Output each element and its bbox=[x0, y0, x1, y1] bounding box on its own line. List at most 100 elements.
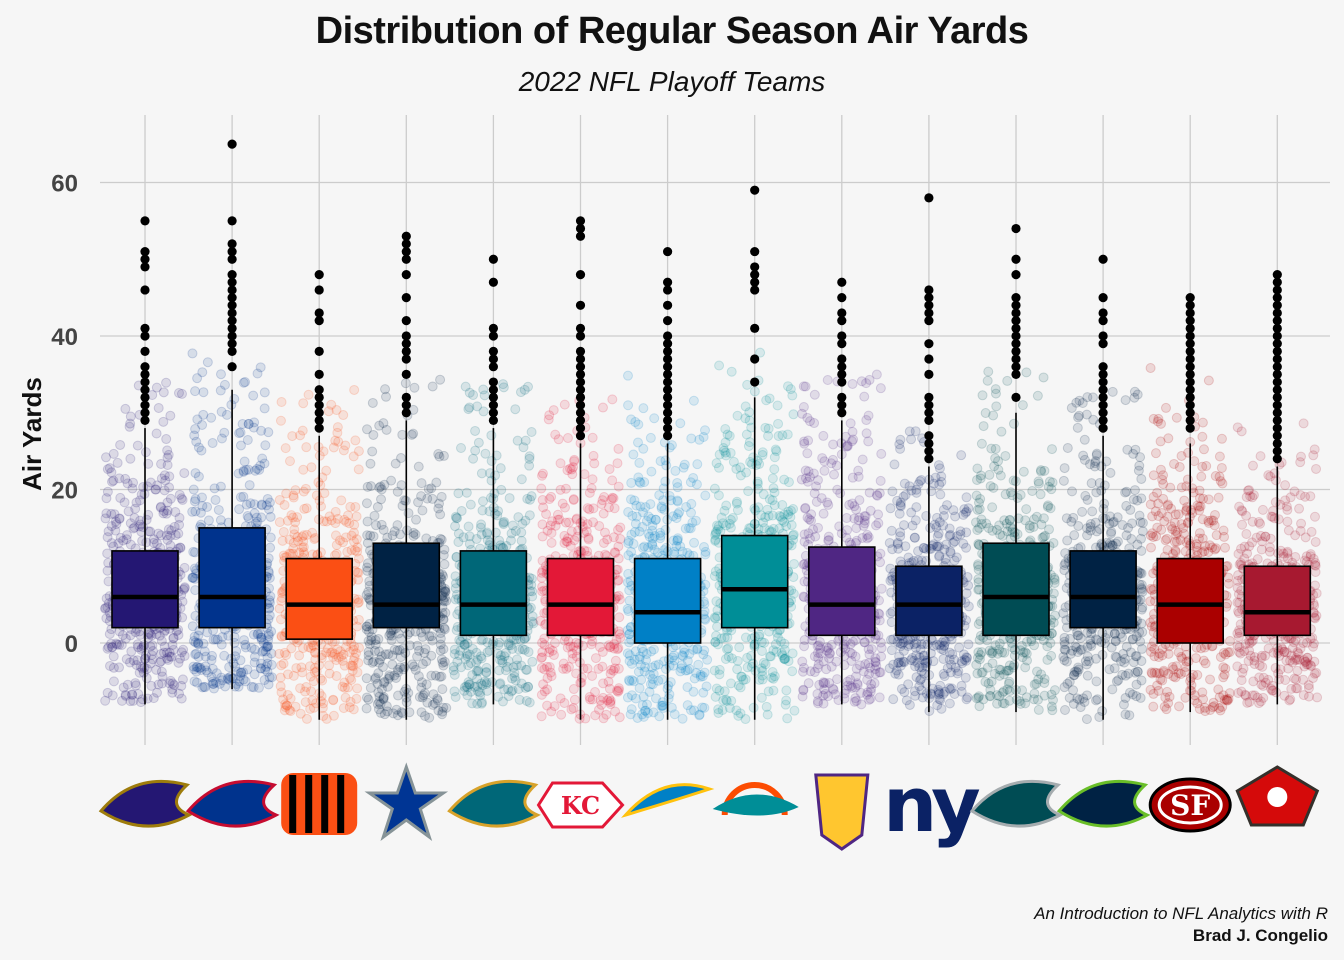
jitter-point bbox=[307, 640, 318, 651]
jitter-point bbox=[456, 505, 467, 516]
jitter-point bbox=[874, 609, 885, 620]
jitter-point bbox=[1035, 489, 1046, 500]
jitter-point bbox=[400, 378, 411, 389]
jitter-point bbox=[361, 673, 372, 684]
jitter-point bbox=[192, 373, 203, 384]
jitter-point bbox=[165, 410, 176, 421]
jitter-point bbox=[814, 636, 825, 647]
jitter-point bbox=[999, 698, 1010, 709]
jitter-point bbox=[800, 381, 811, 392]
jitter-point bbox=[875, 548, 886, 559]
jitter-point bbox=[1118, 699, 1129, 710]
y-axis-label: Air Yards bbox=[17, 377, 47, 491]
jitter-point bbox=[889, 459, 900, 470]
jitter-point bbox=[249, 657, 260, 668]
jitter-point bbox=[822, 374, 833, 385]
jitter-point bbox=[147, 640, 158, 651]
jitter-point bbox=[638, 691, 649, 702]
jitter-point bbox=[876, 583, 887, 594]
jitter-point bbox=[368, 429, 379, 440]
jitter-point bbox=[340, 440, 351, 451]
jitter-point bbox=[1050, 610, 1061, 621]
jitter-point bbox=[427, 381, 438, 392]
jitter-point bbox=[280, 443, 291, 454]
jitter-point bbox=[348, 661, 359, 672]
jitter-point bbox=[303, 389, 314, 400]
jitter-point bbox=[520, 435, 531, 446]
jitter-point bbox=[1047, 444, 1058, 455]
jitter-point bbox=[162, 497, 173, 508]
jitter-point bbox=[672, 535, 683, 546]
jitter-point bbox=[904, 481, 915, 492]
jitter-point bbox=[631, 511, 642, 522]
jitter-point bbox=[907, 653, 918, 664]
jitter-point bbox=[125, 630, 136, 641]
jitter-point bbox=[818, 508, 829, 519]
jitter-point bbox=[339, 682, 350, 693]
jitter-point bbox=[513, 512, 524, 523]
jitter-point bbox=[278, 526, 289, 537]
jitter-point bbox=[582, 663, 593, 674]
jitter-point bbox=[674, 507, 685, 518]
jitter-point bbox=[158, 508, 169, 519]
jitter-point bbox=[583, 534, 594, 545]
jitter-point bbox=[114, 662, 125, 673]
jitter-point bbox=[342, 546, 353, 557]
jitter-point bbox=[196, 492, 207, 503]
jitter-point bbox=[330, 518, 341, 529]
jitter-point bbox=[282, 515, 293, 526]
jitter-point bbox=[363, 655, 374, 666]
jitter-point bbox=[348, 451, 359, 462]
jitter-point bbox=[278, 550, 289, 561]
jitter-point bbox=[1081, 714, 1092, 725]
jitter-point bbox=[628, 449, 639, 460]
jitter-point bbox=[106, 476, 117, 487]
jitter-point bbox=[1109, 628, 1120, 639]
jitter-point bbox=[990, 384, 1001, 395]
jitter-point bbox=[338, 649, 349, 660]
jitter-point bbox=[301, 442, 312, 453]
jitter-point bbox=[206, 412, 217, 423]
jitter-point bbox=[975, 470, 986, 481]
jitter-point bbox=[958, 538, 969, 549]
jitter-point bbox=[473, 665, 484, 676]
jitter-point bbox=[235, 670, 246, 681]
jitter-point bbox=[108, 475, 119, 486]
jitter-point bbox=[634, 457, 645, 468]
jitter-point bbox=[298, 547, 309, 558]
jitter-point bbox=[656, 501, 667, 512]
jitter-point bbox=[230, 661, 241, 672]
jitter-point bbox=[725, 678, 736, 689]
jitter-point bbox=[279, 647, 290, 658]
jitter-point bbox=[243, 464, 254, 475]
jitter-point bbox=[308, 641, 319, 652]
jitter-point bbox=[936, 476, 947, 487]
jitter-point bbox=[191, 436, 202, 447]
jitter-point bbox=[173, 629, 184, 640]
jitter-point bbox=[809, 667, 820, 678]
jitter-point bbox=[555, 458, 566, 469]
jitter-point bbox=[207, 676, 218, 687]
jitter-point bbox=[169, 680, 180, 691]
jitter-point bbox=[134, 521, 145, 532]
jitter-point bbox=[585, 694, 596, 705]
jitter-point bbox=[234, 428, 245, 439]
jitter-point bbox=[978, 421, 989, 432]
jitter-point bbox=[298, 542, 309, 553]
jitter-point bbox=[486, 455, 497, 466]
jitter-point bbox=[132, 440, 143, 451]
jitter-point bbox=[285, 693, 296, 704]
jitter-point bbox=[963, 639, 974, 650]
jitter-point bbox=[721, 644, 732, 655]
jitter-point bbox=[593, 704, 604, 715]
jitter-point bbox=[350, 435, 361, 446]
jitter-point bbox=[786, 520, 797, 531]
jitter-point bbox=[102, 687, 113, 698]
jitter-point bbox=[586, 639, 597, 650]
jitter-point bbox=[453, 528, 464, 539]
jitter-point bbox=[162, 505, 173, 516]
jitter-point bbox=[640, 662, 651, 673]
jitter-point bbox=[340, 532, 351, 543]
jitter-point bbox=[680, 665, 691, 676]
jitter-point bbox=[328, 651, 339, 662]
